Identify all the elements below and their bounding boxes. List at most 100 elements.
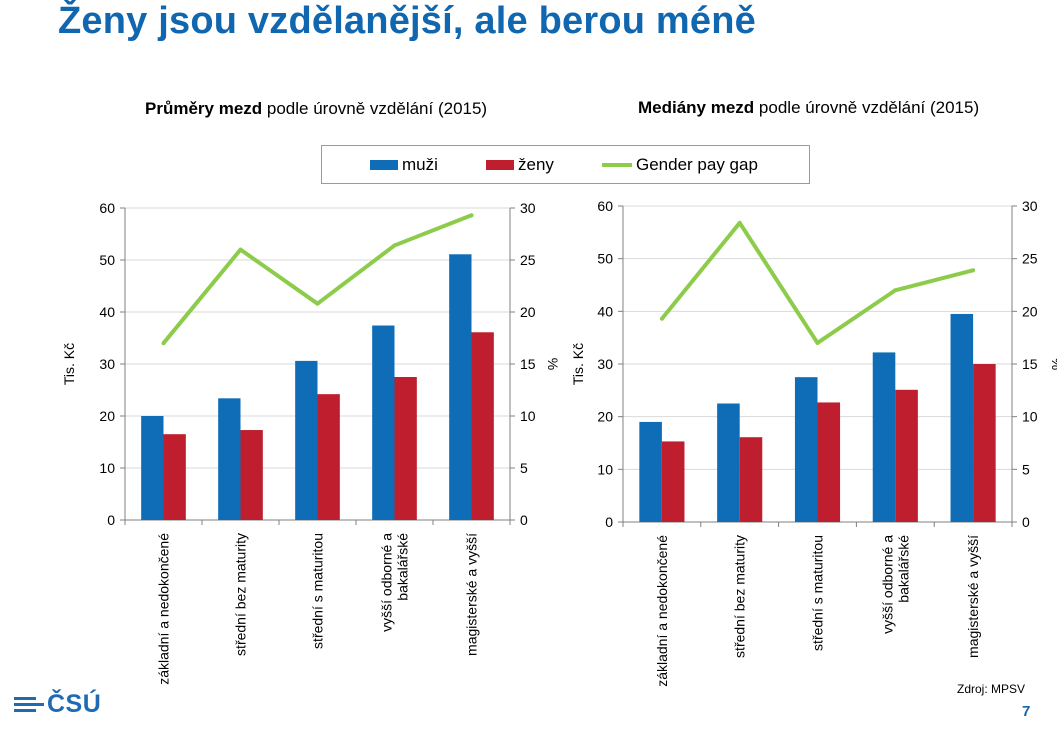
y-tick-label: 20 bbox=[99, 408, 115, 424]
x-category-label: střední s maturitou bbox=[810, 535, 826, 651]
point-gender-pay-gap bbox=[893, 288, 898, 293]
x-category-label: základní a nedokončené bbox=[654, 535, 670, 687]
y-tick-label: 40 bbox=[99, 304, 115, 320]
y2-axis-title: % bbox=[1049, 358, 1057, 370]
x-category-label: magisterské a vyšší bbox=[464, 533, 480, 656]
x-category-label-line: magisterské a vyšší bbox=[965, 535, 981, 658]
y-tick-label: 50 bbox=[99, 252, 115, 268]
legend-item-muzi: muži bbox=[370, 146, 438, 183]
source-note: Zdroj: MPSV bbox=[957, 682, 1026, 696]
point-gender-pay-gap bbox=[469, 213, 474, 218]
bar-muzi bbox=[872, 352, 896, 522]
x-category-label-line: střední s maturitou bbox=[810, 535, 826, 651]
y2-tick-label: 15 bbox=[1022, 356, 1038, 372]
y2-tick-label: 20 bbox=[1022, 303, 1038, 319]
legend-swatch-gender-pay-gap bbox=[602, 162, 632, 167]
x-category-label: základní a nedokončené bbox=[156, 533, 172, 685]
x-category-label-line: bakalářské bbox=[395, 533, 411, 601]
legend-item-zeny: ženy bbox=[486, 146, 554, 183]
legend-swatch-zeny bbox=[486, 159, 514, 170]
bar-muzi bbox=[794, 377, 818, 522]
chart-1-title: Průměry mezd podle úrovně vzdělání (2015… bbox=[145, 99, 487, 119]
x-category-label-line: bakalářské bbox=[895, 535, 911, 603]
y-tick-label: 10 bbox=[597, 461, 613, 477]
legend-swatch-muzi bbox=[370, 159, 398, 170]
logo-lines-icon bbox=[14, 697, 44, 712]
x-category-label: střední bez maturity bbox=[233, 533, 249, 656]
bar-muzi bbox=[449, 254, 472, 520]
y2-tick-label: 0 bbox=[1022, 514, 1030, 530]
y2-tick-label: 5 bbox=[1022, 461, 1030, 477]
y-axis-title: Tis. Kč bbox=[61, 343, 77, 385]
y2-tick-label: 30 bbox=[1022, 198, 1038, 214]
y-tick-label: 20 bbox=[597, 409, 613, 425]
legend-label-zeny: ženy bbox=[518, 154, 554, 174]
chart-1-title-bold: Průměry mezd bbox=[145, 99, 263, 118]
bar-zeny bbox=[817, 402, 841, 522]
x-category-label-line: vyšší odborné a bbox=[379, 533, 395, 632]
point-gender-pay-gap bbox=[659, 316, 664, 321]
logo-text: ČSÚ bbox=[47, 690, 102, 718]
bar-muzi bbox=[218, 398, 241, 520]
x-category-label: vyšší odborné abakalářské bbox=[879, 535, 911, 634]
y2-tick-label: 25 bbox=[1022, 251, 1038, 267]
y-tick-label: 60 bbox=[597, 198, 613, 214]
y-tick-label: 30 bbox=[597, 356, 613, 372]
x-category-label: střední s maturitou bbox=[310, 533, 326, 649]
legend-label-gender-pay-gap: Gender pay gap bbox=[636, 154, 758, 174]
y2-tick-label: 10 bbox=[520, 408, 536, 424]
bar-zeny bbox=[973, 364, 996, 522]
x-category-label-line: základní a nedokončené bbox=[156, 533, 172, 685]
point-gender-pay-gap bbox=[238, 247, 243, 252]
y2-tick-label: 5 bbox=[520, 460, 528, 476]
y-tick-label: 0 bbox=[107, 512, 115, 528]
bar-muzi bbox=[141, 416, 164, 520]
chart-2-title: Mediány mezd podle úrovně vzdělání (2015… bbox=[638, 98, 979, 118]
point-gender-pay-gap bbox=[737, 220, 742, 225]
bar-muzi bbox=[295, 360, 318, 520]
point-gender-pay-gap bbox=[315, 301, 320, 306]
bar-zeny bbox=[394, 377, 417, 520]
y2-tick-label: 30 bbox=[520, 200, 536, 216]
y-tick-label: 30 bbox=[99, 356, 115, 372]
point-gender-pay-gap bbox=[815, 340, 820, 345]
y-tick-label: 10 bbox=[99, 460, 115, 476]
bar-muzi bbox=[717, 403, 740, 522]
bar-muzi bbox=[372, 325, 395, 520]
x-category-label-line: střední s maturitou bbox=[310, 533, 326, 649]
bar-zeny bbox=[240, 430, 263, 520]
legend-item-gender-pay-gap: Gender pay gap bbox=[602, 146, 758, 183]
y2-tick-label: 0 bbox=[520, 512, 528, 528]
page-title: Ženy jsou vzdělanější, ale berou méně bbox=[58, 0, 756, 42]
bar-muzi bbox=[950, 313, 974, 522]
x-category-label-line: magisterské a vyšší bbox=[464, 533, 480, 656]
y2-tick-label: 15 bbox=[520, 356, 536, 372]
y2-tick-label: 20 bbox=[520, 304, 536, 320]
line-gender-pay-gap bbox=[660, 220, 974, 345]
y-tick-label: 60 bbox=[99, 200, 115, 216]
chart-2-title-rest: podle úrovně vzdělání (2015) bbox=[754, 98, 980, 117]
csu-logo: ČSÚ bbox=[14, 690, 101, 719]
y-axis-title: Tis. Kč bbox=[570, 343, 586, 385]
point-gender-pay-gap bbox=[161, 341, 166, 346]
x-category-label-line: základní a nedokončené bbox=[654, 535, 670, 687]
chart-legend: muži ženy Gender pay gap bbox=[321, 145, 810, 184]
y2-tick-label: 25 bbox=[520, 252, 536, 268]
chart-2-title-bold: Mediány mezd bbox=[638, 98, 755, 117]
y2-axis-title: % bbox=[545, 358, 561, 370]
chart-1-title-rest: podle úrovně vzdělání (2015) bbox=[262, 99, 488, 118]
bar-zeny bbox=[163, 434, 186, 520]
bar-zeny bbox=[895, 389, 918, 522]
y-tick-label: 40 bbox=[597, 303, 613, 319]
point-gender-pay-gap bbox=[971, 268, 976, 273]
bar-zeny bbox=[661, 441, 685, 522]
x-category-label: magisterské a vyšší bbox=[965, 535, 981, 658]
x-category-label-line: střední bez maturity bbox=[732, 535, 748, 658]
bar-zeny bbox=[317, 394, 340, 520]
legend-label-muzi: muži bbox=[402, 154, 438, 174]
x-category-label: střední bez maturity bbox=[732, 535, 748, 658]
x-category-label-line: vyšší odborné a bbox=[879, 535, 895, 634]
bar-zeny bbox=[739, 437, 763, 522]
